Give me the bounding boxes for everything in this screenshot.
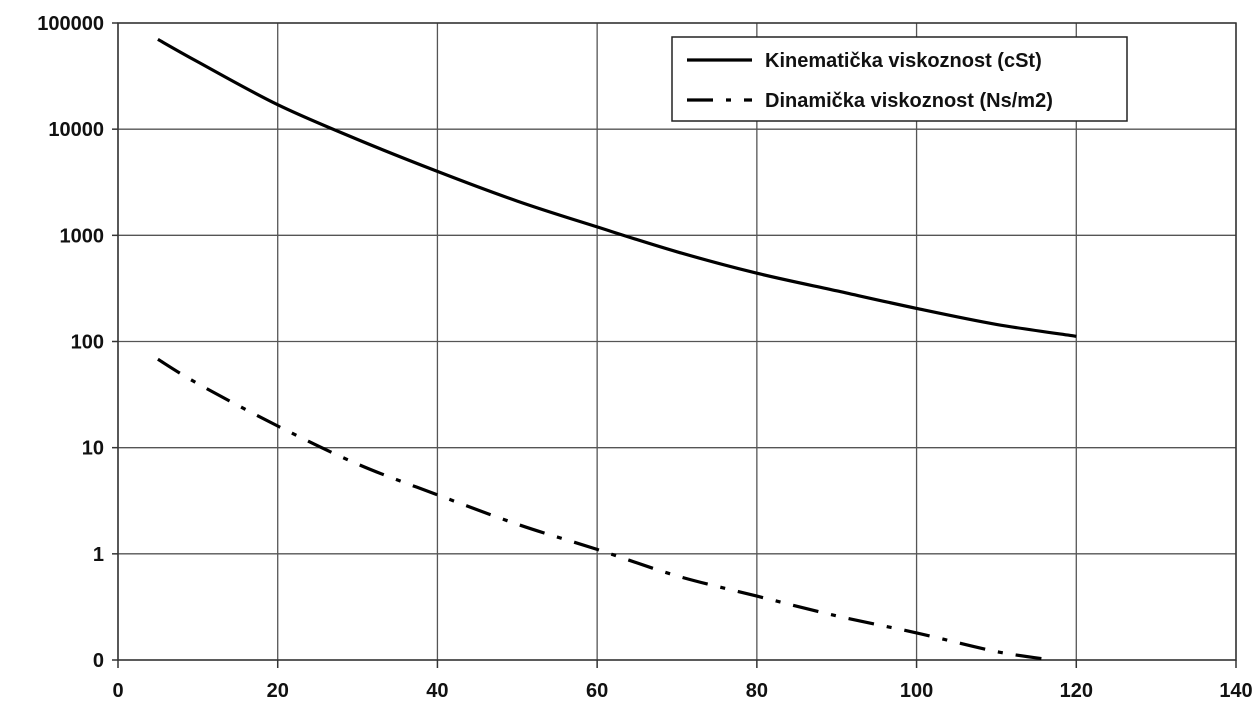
y-tick-label-1: 1 (93, 544, 104, 566)
legend-label-kinematic-viscosity: Kinematička viskoznost (cSt) (765, 50, 1042, 72)
series-line-kinematic-viscosity (157, 38, 1077, 338)
series-lines (157, 38, 1077, 662)
grid (117, 22, 1237, 661)
legend-label-dynamic-viscosity: Dinamička viskoznost (Ns/m2) (765, 90, 1053, 112)
x-tick-label-40: 40 (426, 680, 448, 702)
tick-labels: 0 20 40 60 80 100 120 140 0 1 10 100 1000 10000 100000 (37, 13, 1252, 702)
y-tick-label-1000: 1000 (60, 225, 105, 247)
y-tick-label-100: 100 (71, 332, 104, 354)
legend: Kinematička viskoznost (cSt) Dinamička vi… (671, 36, 1128, 122)
x-tick-label-20: 20 (267, 680, 289, 702)
y-tick-label-10: 10 (82, 438, 104, 460)
legend-box (671, 36, 1128, 122)
y-tick-label-100000: 100000 (37, 13, 104, 35)
x-tick-label-140: 140 (1219, 680, 1252, 702)
y-tick-label-0: 0 (93, 650, 104, 672)
x-tick-label-60: 60 (586, 680, 608, 702)
series-line-dynamic-viscosity (157, 357, 1053, 662)
axes (112, 22, 1237, 668)
x-tick-label-120: 120 (1060, 680, 1093, 702)
y-tick-label-10000: 10000 (48, 119, 104, 141)
x-tick-label-100: 100 (900, 680, 933, 702)
x-tick-label-80: 80 (746, 680, 768, 702)
x-tick-label-0: 0 (112, 680, 123, 702)
